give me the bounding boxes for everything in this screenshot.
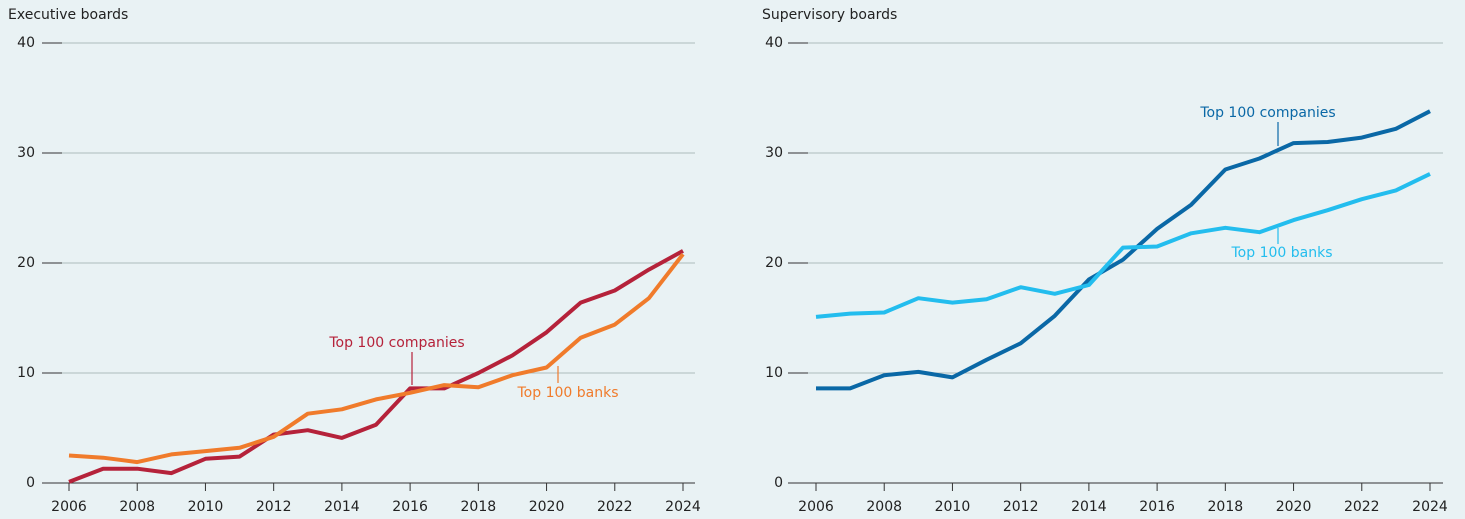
y-tick-label: 30 — [17, 145, 35, 161]
series-label: Top 100 companies — [328, 335, 464, 351]
x-tick-label: 2022 — [597, 499, 633, 515]
chart-title: Supervisory boards — [762, 7, 897, 23]
series-label: Top 100 banks — [1231, 245, 1333, 261]
x-tick-label: 2010 — [935, 499, 971, 515]
y-tick-label: 20 — [17, 255, 35, 271]
series-label: Top 100 companies — [1199, 105, 1335, 121]
x-tick-label: 2012 — [1003, 499, 1039, 515]
x-tick-label: 2018 — [461, 499, 497, 515]
x-tick-label: 2014 — [324, 499, 360, 515]
series-line — [68, 252, 685, 465]
series-line — [815, 172, 1431, 319]
x-tick-label: 2008 — [866, 499, 902, 515]
y-tick-label: 0 — [26, 475, 35, 491]
y-tick-label: 30 — [765, 145, 783, 161]
series-label: Top 100 banks — [517, 385, 619, 401]
series-line — [68, 249, 684, 484]
x-tick-label: 2022 — [1344, 499, 1380, 515]
x-tick-label: 2024 — [665, 499, 701, 515]
x-tick-label: 2020 — [1276, 499, 1312, 515]
x-tick-label: 2006 — [51, 499, 87, 515]
x-tick-label: 2018 — [1208, 499, 1244, 515]
series-line — [816, 109, 1431, 391]
y-tick-label: 40 — [17, 35, 35, 51]
x-tick-label: 2016 — [1139, 499, 1175, 515]
x-tick-label: 2008 — [119, 499, 155, 515]
x-tick-label: 2020 — [529, 499, 565, 515]
y-tick-label: 10 — [17, 365, 35, 381]
y-tick-label: 0 — [774, 475, 783, 491]
x-tick-label: 2012 — [256, 499, 292, 515]
y-tick-label: 10 — [765, 365, 783, 381]
x-tick-label: 2010 — [188, 499, 224, 515]
x-tick-label: 2014 — [1071, 499, 1107, 515]
y-tick-label: 20 — [765, 255, 783, 271]
chart-title: Executive boards — [8, 7, 128, 23]
x-tick-label: 2024 — [1412, 499, 1448, 515]
x-tick-label: 2006 — [798, 499, 834, 515]
y-tick-label: 40 — [765, 35, 783, 51]
x-tick-label: 2016 — [392, 499, 428, 515]
